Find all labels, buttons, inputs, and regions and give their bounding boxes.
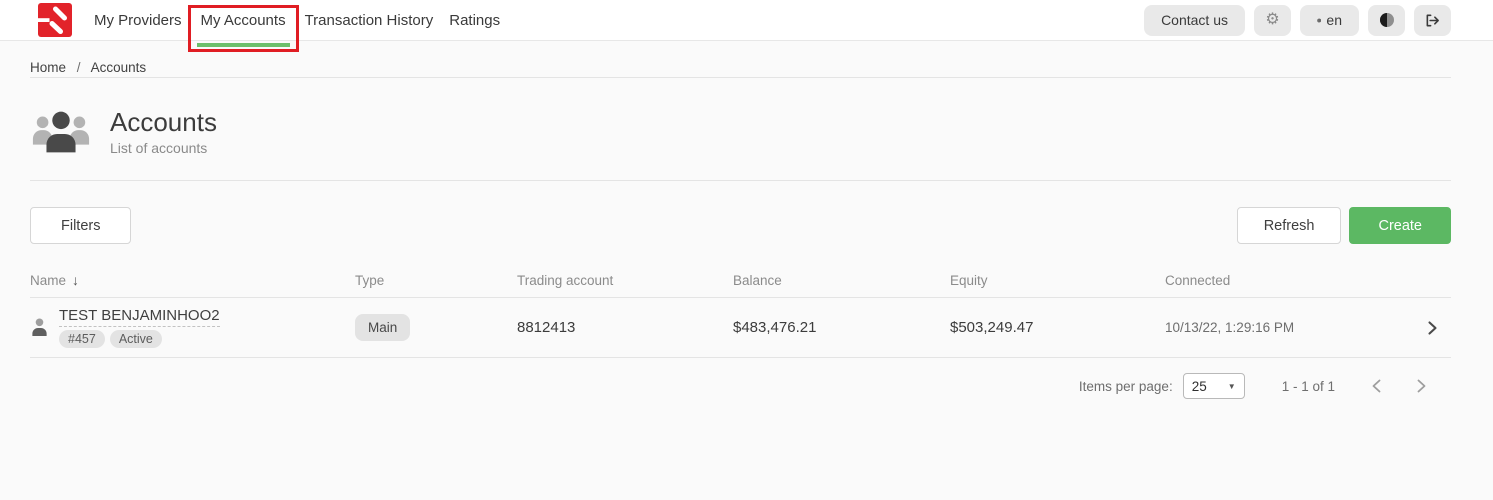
pagination-controls <box>1367 375 1431 397</box>
pagination-range-label: 1 - 1 of 1 <box>1281 378 1335 394</box>
nav-my-accounts-wrap: My Accounts <box>187 0 299 52</box>
items-per-page-label: Items per page: <box>1078 378 1173 394</box>
pagination: Items per page: 25 ▼ 1 - 1 of 1 <box>30 366 1451 406</box>
dropdown-caret-icon: ▼ <box>1227 381 1236 391</box>
chevron-left-icon <box>1372 379 1381 393</box>
equity-cell: $503,249.47 <box>950 319 1034 336</box>
sort-descending-icon[interactable]: ↓ <box>72 272 80 288</box>
divider <box>30 180 1451 181</box>
language-label: en <box>1326 12 1342 28</box>
gear-icon: ⚙ <box>1265 11 1280 28</box>
app-logo[interactable] <box>37 3 72 37</box>
divider <box>30 77 1451 78</box>
breadcrumb-home[interactable]: Home <box>30 60 67 75</box>
person-icon <box>32 318 47 337</box>
language-button[interactable]: en <box>1300 4 1359 36</box>
trading-account-cell: 8812413 <box>517 319 576 336</box>
page-header: Accounts List of accounts <box>30 107 1451 157</box>
nav-my-accounts[interactable]: My Accounts <box>200 11 286 29</box>
logout-icon <box>1426 14 1439 26</box>
create-button[interactable]: Create <box>1349 207 1451 244</box>
account-id-badge: #457 <box>59 330 105 348</box>
row-expand-button[interactable] <box>1426 320 1451 335</box>
page-title: Accounts <box>110 106 217 137</box>
column-header-equity[interactable]: Equity <box>950 272 988 288</box>
account-name-link[interactable]: TEST BENJAMINHOO2 <box>59 307 220 327</box>
main-nav: My Providers My Accounts Transaction His… <box>86 0 508 52</box>
account-badges: #457 Active <box>59 330 220 348</box>
toolbar: Filters Refresh Create <box>30 207 1451 244</box>
nav-transaction-history[interactable]: Transaction History <box>304 11 434 29</box>
logout-button[interactable] <box>1414 4 1451 36</box>
logo-icon <box>37 3 72 37</box>
page-subtitle: List of accounts <box>110 140 208 157</box>
contrast-button[interactable] <box>1368 4 1405 36</box>
column-header-connected[interactable]: Connected <box>1165 272 1231 288</box>
items-per-page-value: 25 <box>1191 378 1207 394</box>
account-name-cell: TEST BENJAMINHOO2 #457 Active <box>30 307 355 348</box>
column-header-type[interactable]: Type <box>355 272 385 288</box>
balance-cell: $483,476.21 <box>733 319 817 336</box>
contrast-icon <box>1379 13 1394 27</box>
people-group-icon <box>30 107 92 157</box>
table-header-row: Name ↓ Type Trading account Balance Equit… <box>30 272 1451 298</box>
table-row[interactable]: TEST BENJAMINHOO2 #457 Active Main 88124… <box>30 298 1451 358</box>
nav-ratings[interactable]: Ratings <box>449 11 501 29</box>
connected-cell: 10/13/22, 1:29:16 PM <box>1165 320 1295 335</box>
breadcrumb-separator: / <box>76 60 81 75</box>
breadcrumb: Home / Accounts <box>30 41 1451 77</box>
page-content: Home / Accounts Accounts List of account… <box>0 41 1493 406</box>
column-header-trading-account[interactable]: Trading account <box>517 272 614 288</box>
previous-page-button[interactable] <box>1367 375 1386 397</box>
accounts-table: Name ↓ Type Trading account Balance Equit… <box>30 272 1451 358</box>
column-header-balance[interactable]: Balance <box>733 272 782 288</box>
contact-us-button[interactable]: Contact us <box>1144 4 1245 36</box>
column-header-name[interactable]: Name ↓ <box>30 272 80 288</box>
settings-button[interactable]: ⚙ <box>1254 4 1291 36</box>
account-status-badge: Active <box>109 330 162 348</box>
next-page-button[interactable] <box>1412 375 1431 397</box>
nav-actions: Contact us ⚙ en <box>1144 4 1451 36</box>
active-tab-indicator <box>196 43 290 47</box>
items-per-page-select[interactable]: 25 ▼ <box>1182 373 1245 399</box>
top-navigation: My Providers My Accounts Transaction His… <box>0 0 1493 52</box>
chevron-right-icon <box>1417 379 1426 393</box>
globe-icon <box>1317 17 1322 23</box>
nav-my-providers[interactable]: My Providers <box>94 11 182 29</box>
breadcrumb-current: Accounts <box>90 60 147 75</box>
type-badge: Main <box>355 314 411 341</box>
account-type-cell: Main <box>355 314 517 341</box>
chevron-right-icon <box>1428 320 1437 335</box>
filters-button[interactable]: Filters <box>30 207 132 244</box>
refresh-button[interactable]: Refresh <box>1236 207 1342 244</box>
